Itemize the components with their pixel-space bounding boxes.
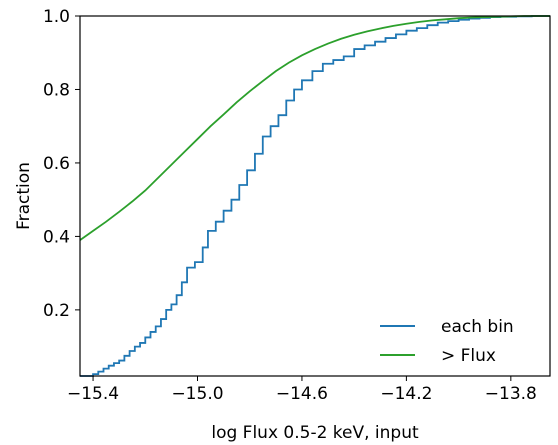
legend-label-flux: > Flux: [441, 346, 496, 366]
x-tick-label: −13.8: [485, 384, 537, 404]
plot-frame: [79, 15, 551, 377]
y-tick-label: 1.0: [43, 7, 70, 27]
plot-background: [80, 16, 550, 376]
y-axis-label: Fraction: [14, 162, 34, 230]
legend-label-each-bin: each bin: [441, 317, 514, 337]
x-tick-label: −14.2: [380, 384, 432, 404]
x-tick-label: −15.4: [67, 384, 119, 404]
y-tick-label: 0.8: [43, 80, 70, 100]
axes-layer: −15.4 −15.0 −14.6 −14.2 −13.8 0.2 0.4 0.6 0.8 1.0: [43, 7, 537, 404]
y-tick-label: 0.2: [43, 301, 70, 321]
series-line-each-bin: [80, 15, 550, 377]
x-tick-label: −14.6: [276, 384, 328, 404]
series-line-flux: [79, 15, 550, 241]
legend: each bin > Flux: [380, 317, 514, 366]
series-layer: [79, 15, 550, 377]
x-axis-label: log Flux 0.5-2 keV, input: [211, 423, 419, 443]
y-tick-label: 0.6: [43, 154, 70, 174]
y-tick-label: 0.4: [43, 227, 70, 247]
x-tick-label: −15.0: [171, 384, 223, 404]
